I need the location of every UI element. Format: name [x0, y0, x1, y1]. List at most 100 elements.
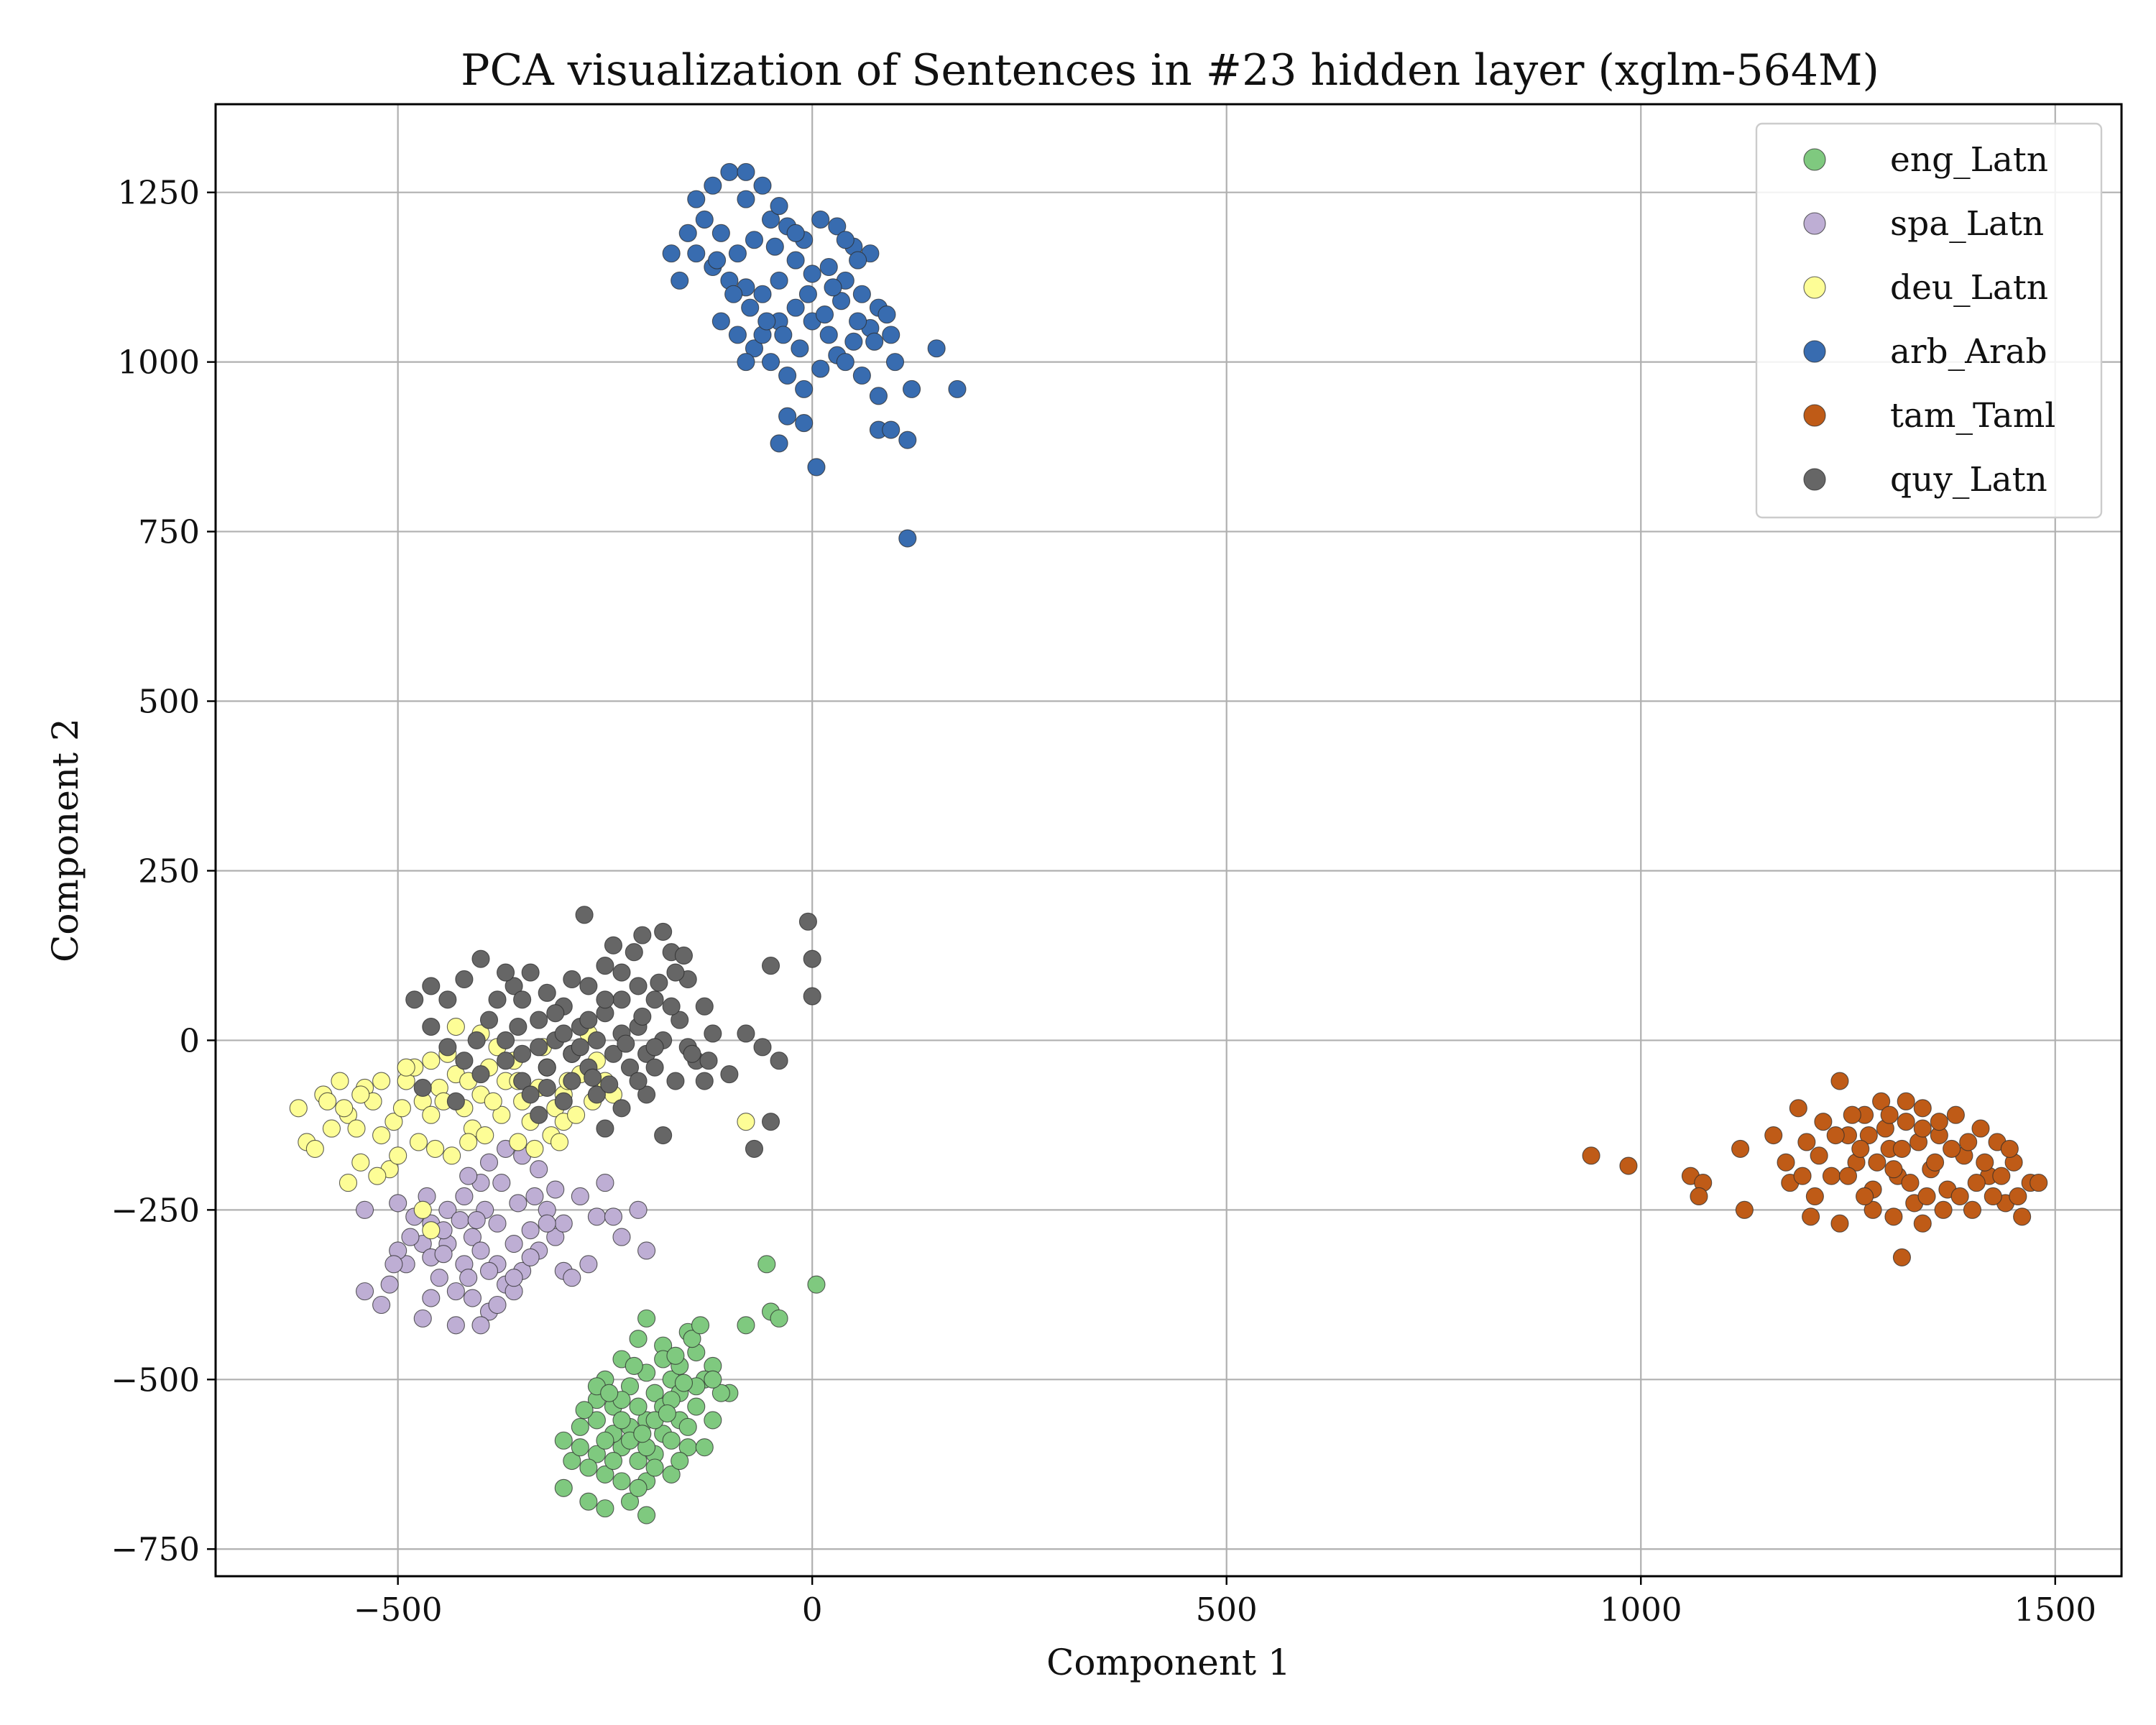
data-point-quy_Latn — [438, 1038, 457, 1057]
data-point-quy_Latn — [737, 1024, 755, 1043]
data-point-spa_Latn — [471, 1316, 490, 1335]
data-point-spa_Latn — [389, 1194, 407, 1213]
data-point-spa_Latn — [509, 1194, 528, 1213]
data-point-quy_Latn — [513, 1044, 532, 1063]
legend-entry-deu_Latn: deu_Latn — [1803, 268, 2048, 308]
data-point-spa_Latn — [571, 1187, 589, 1206]
data-point-tam_Taml — [1822, 1167, 1841, 1185]
data-point-arb_Arab — [737, 190, 755, 208]
data-point-quy_Latn — [471, 949, 490, 968]
data-point-deu_Latn — [737, 1113, 755, 1131]
data-point-quy_Latn — [604, 1044, 623, 1063]
data-point-arb_Arab — [824, 278, 842, 297]
legend-marker — [1803, 468, 1826, 491]
data-point-arb_Arab — [885, 353, 905, 372]
legend-marker — [1803, 340, 1826, 363]
data-point-deu_Latn — [422, 1105, 441, 1124]
data-point-quy_Latn — [554, 1092, 573, 1110]
data-point-tam_Taml — [1901, 1174, 1920, 1192]
data-point-tam_Taml — [1967, 1174, 1986, 1192]
data-point-quy_Latn — [604, 936, 623, 954]
data-point-tam_Taml — [1830, 1214, 1849, 1233]
data-point-spa_Latn — [479, 1153, 499, 1172]
data-point-quy_Latn — [699, 1052, 718, 1070]
data-point-tam_Taml — [1838, 1167, 1858, 1185]
legend-label: quy_Latn — [1890, 460, 2047, 500]
series-eng_Latn — [554, 1255, 826, 1524]
data-point-arb_Arab — [745, 231, 764, 249]
data-point-deu_Latn — [484, 1092, 502, 1110]
data-point-arb_Arab — [770, 271, 788, 290]
data-point-spa_Latn — [488, 1295, 507, 1315]
data-point-spa_Latn — [434, 1245, 453, 1264]
data-point-arb_Arab — [770, 434, 788, 453]
data-point-quy_Latn — [770, 1052, 788, 1070]
data-point-eng_Latn — [571, 1438, 589, 1457]
data-point-quy_Latn — [798, 912, 817, 931]
data-point-spa_Latn — [463, 1228, 482, 1246]
data-point-spa_Latn — [554, 1214, 573, 1233]
data-point-arb_Arab — [811, 210, 830, 229]
data-point-tam_Taml — [1868, 1153, 1886, 1172]
data-point-deu_Latn — [372, 1072, 391, 1090]
data-point-tam_Taml — [1830, 1072, 1849, 1090]
data-point-eng_Latn — [587, 1411, 606, 1430]
data-point-deu_Latn — [331, 1072, 349, 1090]
data-point-quy_Latn — [467, 1031, 486, 1049]
y-tick-label-500: 500 — [138, 683, 200, 721]
data-point-eng_Latn — [678, 1417, 697, 1436]
y-tick-label--750: −750 — [111, 1530, 200, 1568]
data-point-eng_Latn — [671, 1452, 689, 1471]
data-point-tam_Taml — [1946, 1105, 1965, 1124]
data-point-eng_Latn — [737, 1316, 755, 1335]
data-point-tam_Taml — [1802, 1208, 1820, 1226]
data-point-quy_Latn — [497, 1031, 515, 1049]
data-point-quy_Latn — [488, 990, 507, 1009]
data-point-tam_Taml — [1872, 1092, 1891, 1110]
data-point-arb_Arab — [761, 210, 780, 229]
data-point-quy_Latn — [645, 1038, 664, 1057]
data-point-spa_Latn — [505, 1234, 523, 1254]
y-tick-label-1250: 1250 — [117, 174, 200, 212]
data-point-quy_Latn — [455, 1052, 474, 1070]
data-point-quy_Latn — [575, 906, 594, 924]
data-point-deu_Latn — [567, 1105, 586, 1124]
data-point-tam_Taml — [2000, 1139, 2019, 1158]
data-point-tam_Taml — [1619, 1156, 1638, 1175]
data-point-deu_Latn — [335, 1099, 354, 1118]
data-point-deu_Latn — [338, 1174, 358, 1192]
data-point-eng_Latn — [604, 1452, 623, 1471]
data-point-arb_Arab — [745, 339, 764, 358]
data-point-arb_Arab — [704, 176, 722, 195]
data-point-quy_Latn — [654, 1126, 673, 1145]
data-point-quy_Latn — [683, 1044, 701, 1063]
data-point-tam_Taml — [1892, 1139, 1911, 1158]
data-point-quy_Latn — [625, 943, 643, 962]
series-quy_Latn — [405, 906, 821, 1158]
data-point-deu_Latn — [289, 1099, 308, 1118]
data-point-tam_Taml — [1913, 1099, 1932, 1118]
data-point-tam_Taml — [1943, 1139, 1961, 1158]
data-point-spa_Latn — [384, 1255, 403, 1274]
data-point-arb_Arab — [720, 162, 739, 181]
data-point-spa_Latn — [446, 1316, 465, 1335]
data-point-eng_Latn — [711, 1384, 730, 1402]
data-point-deu_Latn — [347, 1119, 366, 1138]
data-point-quy_Latn — [596, 990, 614, 1009]
legend-marker — [1803, 148, 1826, 171]
data-point-quy_Latn — [579, 977, 598, 995]
data-point-tam_Taml — [1797, 1133, 1816, 1151]
data-point-arb_Arab — [695, 210, 714, 229]
data-point-eng_Latn — [645, 1458, 664, 1477]
legend-label: spa_Latn — [1890, 204, 2044, 244]
series-spa_Latn — [355, 1139, 656, 1335]
data-point-quy_Latn — [803, 949, 821, 968]
data-point-arb_Arab — [903, 380, 921, 398]
data-point-spa_Latn — [463, 1289, 482, 1307]
data-point-eng_Latn — [658, 1404, 676, 1423]
data-point-eng_Latn — [637, 1309, 656, 1328]
data-point-arb_Arab — [671, 271, 689, 290]
data-point-quy_Latn — [633, 926, 652, 944]
data-point-quy_Latn — [612, 990, 631, 1009]
data-point-quy_Latn — [645, 990, 664, 1009]
